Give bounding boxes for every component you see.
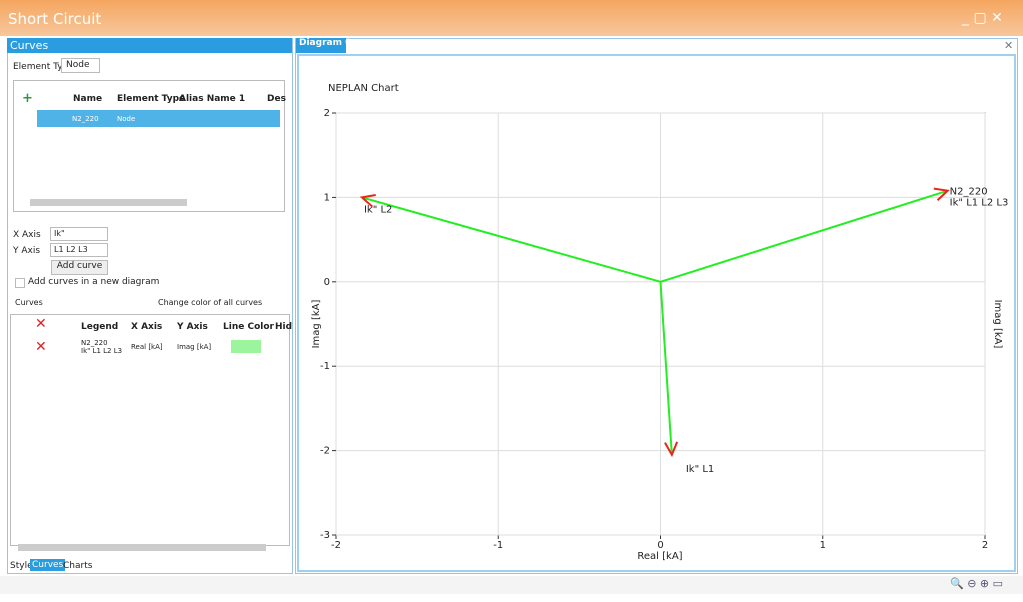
zoom-tools[interactable]: 🔍 ⊖ ⊕ ▭	[950, 577, 1004, 590]
x-tick-label: 1	[820, 540, 826, 551]
arrowhead	[933, 187, 950, 201]
x-tick-label: -2	[331, 540, 341, 551]
x-tick-label: -1	[493, 540, 503, 551]
diagram-panel	[295, 38, 1018, 574]
tab[interactable]: Charts	[63, 561, 93, 571]
phasor-label: Ik" L1	[686, 464, 714, 475]
x-tick-label: 0	[657, 540, 663, 551]
y-tick-label: 0	[324, 277, 330, 288]
element-type-value: Node	[66, 60, 90, 70]
diagram-tab[interactable]: Diagram 0	[296, 38, 351, 53]
x-tick-label: 2	[982, 540, 988, 551]
y-tick-label: 2	[324, 108, 330, 119]
window-controls[interactable]: _ ▢ ✕	[962, 10, 1003, 26]
plot-frame	[297, 54, 1016, 572]
delete-icon[interactable]: ✕	[35, 339, 47, 355]
button-label: Add curve	[56, 261, 103, 271]
element-type-select[interactable]: Node	[61, 58, 100, 73]
grid-header: Line Color	[223, 322, 274, 332]
curve-x-axis: Real [kA]	[131, 343, 163, 351]
grid-cell: N2_220	[72, 115, 99, 123]
window-title: Short Circuit	[8, 10, 102, 28]
y-axis-label: Y Axis	[13, 246, 41, 256]
grid-header: Y Axis	[177, 322, 208, 332]
x-axis-title: Real [kA]	[637, 551, 682, 562]
close-tab[interactable]: ✕	[1004, 39, 1014, 52]
y-axis-select[interactable]: L1 L2 L3	[50, 243, 108, 257]
scrollbar[interactable]	[18, 544, 266, 551]
delete-icon[interactable]: ✕	[35, 316, 47, 332]
phasor-label: Ik" L1 L2 L3	[950, 198, 1009, 209]
x-axis-select[interactable]: Ik"	[50, 227, 108, 241]
arrowhead	[664, 441, 679, 458]
grid-header: Legend	[81, 322, 119, 332]
grid-cell: Node	[117, 115, 136, 123]
curve-legend: Ik" L1 L2 L3	[81, 347, 123, 355]
checkbox-label: Add curves in a new diagram	[28, 277, 160, 287]
tab-label: Diagram 0	[299, 38, 352, 48]
y2-axis-title: Imag [kA]	[992, 300, 1003, 349]
phasor-line	[361, 196, 661, 283]
y-tick-label: 1	[324, 192, 330, 203]
y-tick-label: -2	[320, 446, 330, 457]
tab-active[interactable]: Curves	[30, 559, 66, 571]
y-axis-title: Imag [kA]	[311, 300, 322, 349]
arrowhead	[359, 193, 376, 208]
y-tick-label: -3	[320, 530, 330, 541]
chart-title: NEPLAN Chart	[328, 83, 399, 94]
grid-header: X Axis	[131, 322, 163, 332]
phasor-label: Ik" L2	[364, 204, 392, 215]
curve-y-axis: Imag [kA]	[177, 343, 212, 351]
phasor-line	[660, 189, 948, 283]
y-tick-label: -1	[320, 361, 330, 372]
scrollbar[interactable]	[30, 199, 187, 206]
selected-row[interactable]	[37, 110, 280, 127]
node-grid	[13, 80, 285, 212]
change-color-label: Change color of all curves	[158, 298, 263, 307]
grid-header: Name	[73, 94, 103, 104]
element-type-label: Element Type	[13, 62, 74, 72]
title-bar	[0, 0, 1023, 36]
annotation: N2_220	[950, 187, 988, 198]
add-curve-button[interactable]: Add curve	[51, 260, 108, 275]
line-color-swatch[interactable]	[231, 340, 261, 353]
panel-title: Curves	[10, 39, 49, 52]
curves-label: Curves	[15, 298, 43, 307]
status-bar	[0, 576, 1023, 594]
grid-header: Element Type	[117, 94, 186, 104]
y-axis-value: L1 L2 L3	[54, 245, 88, 254]
grid-header: Alias Name 1	[179, 94, 246, 104]
grid-header: Des	[267, 94, 286, 104]
grid-header: Hid	[275, 322, 293, 332]
x-axis-value: Ik"	[54, 229, 65, 238]
curve-legend: N2_220	[81, 339, 108, 347]
checkbox[interactable]	[15, 278, 25, 288]
x-axis-label: X Axis	[13, 230, 41, 240]
add-icon[interactable]: +	[22, 91, 33, 106]
phasor-line	[659, 281, 673, 455]
tab[interactable]: Style	[10, 561, 33, 571]
panel-header	[7, 38, 292, 53]
